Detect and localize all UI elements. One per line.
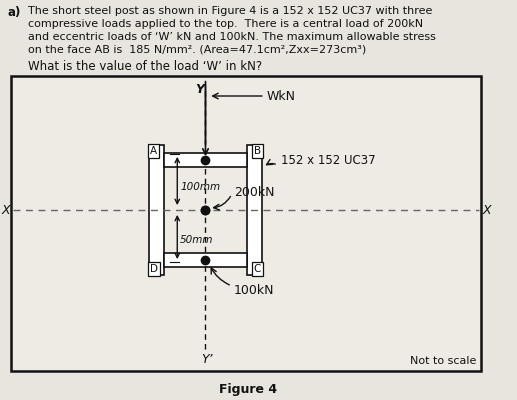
- Text: a): a): [8, 6, 21, 19]
- Text: on the face AB is  185 N/mm². (Area=47.1cm²,Zxx=273cm³): on the face AB is 185 N/mm². (Area=47.1c…: [28, 45, 366, 55]
- Text: X: X: [1, 204, 10, 216]
- Bar: [247, 145, 262, 275]
- Text: compressive loads applied to the top.  There is a central load of 200kN: compressive loads applied to the top. Th…: [28, 19, 423, 29]
- Text: D: D: [150, 264, 158, 274]
- Text: 100kN: 100kN: [234, 284, 274, 296]
- Text: B: B: [254, 146, 261, 156]
- Text: and eccentric loads of ‘W’ kN and 100kN. The maximum allowable stress: and eccentric loads of ‘W’ kN and 100kN.…: [28, 32, 435, 42]
- Text: Y: Y: [195, 83, 204, 96]
- Text: C: C: [254, 264, 261, 274]
- Bar: [149, 145, 164, 275]
- Text: 200kN: 200kN: [234, 186, 274, 198]
- Text: Y’: Y’: [202, 353, 213, 366]
- Text: 100mm: 100mm: [180, 182, 220, 192]
- Text: WkN: WkN: [267, 90, 296, 103]
- Bar: [164, 253, 247, 267]
- Text: What is the value of the load ‘W’ in kN?: What is the value of the load ‘W’ in kN?: [28, 60, 262, 73]
- Text: Figure 4: Figure 4: [219, 383, 277, 396]
- Bar: [11, 76, 481, 371]
- Text: Not to scale: Not to scale: [410, 356, 477, 366]
- Bar: [164, 153, 247, 167]
- Text: A: A: [150, 146, 157, 156]
- Text: 50mm: 50mm: [180, 235, 214, 245]
- Text: 152 x 152 UC37: 152 x 152 UC37: [281, 154, 375, 166]
- Text: X: X: [482, 204, 491, 216]
- Text: The short steel post as shown in Figure 4 is a 152 x 152 UC37 with three: The short steel post as shown in Figure …: [28, 6, 432, 16]
